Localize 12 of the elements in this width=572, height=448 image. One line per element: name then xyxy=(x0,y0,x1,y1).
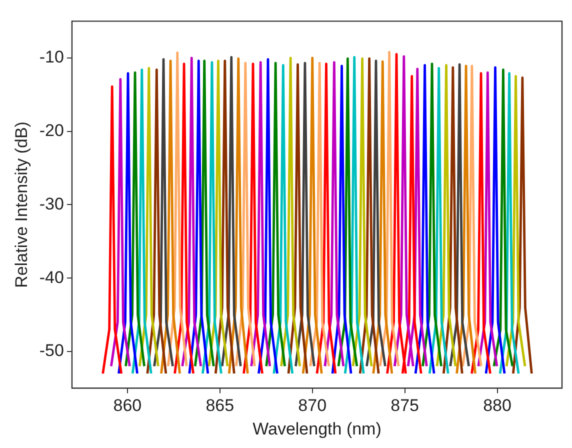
x-tick-label: 870 xyxy=(298,396,327,416)
y-tick-label: -40 xyxy=(39,268,64,287)
x-tick-label: 875 xyxy=(390,396,420,416)
x-tick-label: 860 xyxy=(113,396,142,416)
y-axis-title: Relative Intensity (dB) xyxy=(12,122,31,288)
y-tick-label: -10 xyxy=(39,48,64,67)
y-tick-label: -50 xyxy=(39,341,64,360)
y-tick-label: -30 xyxy=(39,194,64,214)
y-tick-label: -20 xyxy=(39,120,64,140)
x-axis-title: Wavelength (nm) xyxy=(252,419,382,438)
x-tick-label: 880 xyxy=(483,396,512,416)
x-tick-label: 865 xyxy=(206,396,234,416)
